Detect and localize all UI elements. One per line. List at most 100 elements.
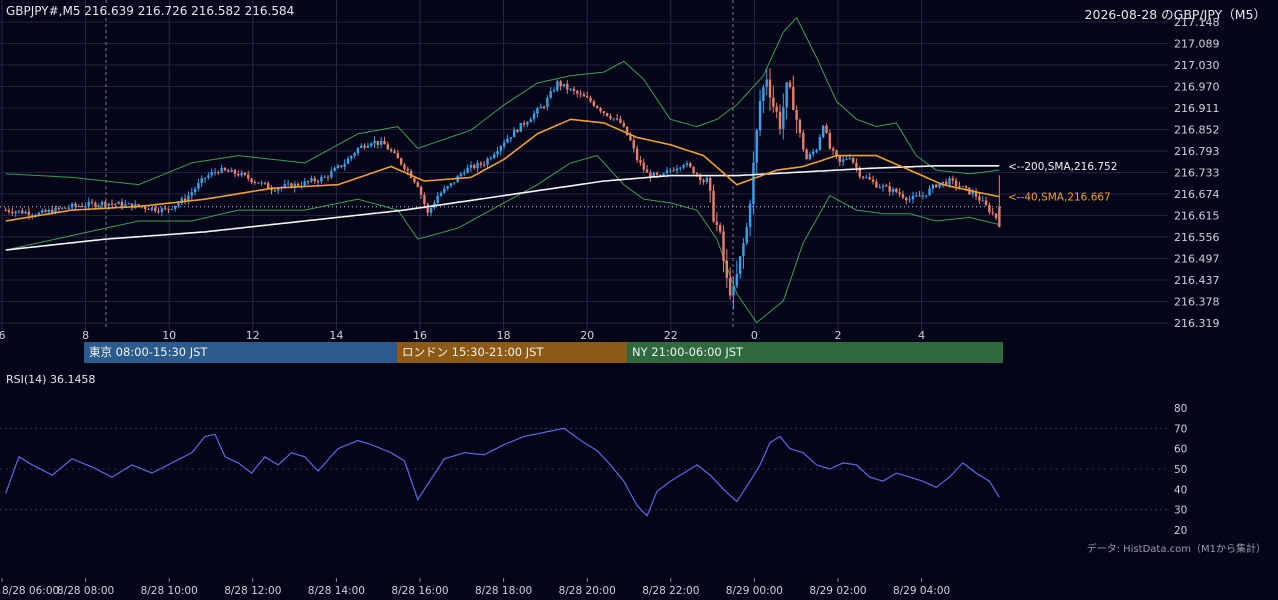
candle-body	[426, 204, 429, 213]
candle	[163, 205, 167, 211]
candle	[845, 156, 848, 161]
candle-body	[964, 186, 968, 188]
candle	[715, 212, 719, 232]
candle	[356, 146, 360, 156]
candle-body	[778, 111, 782, 129]
candle	[446, 185, 449, 191]
rsi-tick-label: 20	[1174, 525, 1187, 537]
candle-body	[679, 167, 682, 169]
candle-body	[499, 146, 503, 152]
price-tick-label: 216.970	[1174, 81, 1220, 94]
price-tick-label: 216.793	[1174, 145, 1220, 158]
candle-body	[263, 182, 267, 184]
candle	[712, 184, 715, 224]
candle-body	[60, 207, 64, 209]
candle-body	[64, 207, 67, 209]
candle-body	[379, 140, 383, 145]
candle-body	[453, 182, 456, 184]
candle	[778, 104, 782, 135]
candle	[592, 99, 596, 108]
candle	[878, 184, 881, 189]
candle	[596, 105, 599, 109]
candle-body	[353, 153, 356, 156]
candle	[426, 202, 429, 217]
candle	[848, 153, 851, 160]
candle-body	[443, 188, 446, 193]
candle-body	[732, 285, 735, 296]
session-ny-bar: NY 21:00-06:00 JST	[627, 342, 1003, 363]
candle-body	[110, 203, 114, 205]
candle-body	[699, 174, 702, 181]
candle-body	[446, 186, 449, 189]
candle-body	[605, 112, 609, 117]
time-tick-label: 22	[664, 329, 678, 342]
sma40-label: <--40,SMA,216.667	[1008, 192, 1111, 204]
candle	[94, 201, 97, 209]
candle-body	[795, 109, 798, 120]
candle	[144, 205, 147, 213]
candle-body	[851, 157, 855, 163]
candle	[383, 136, 386, 145]
candle-body	[682, 165, 685, 168]
candle-body	[988, 205, 991, 213]
candle	[582, 91, 586, 97]
candle	[64, 207, 67, 209]
candle-body	[50, 209, 54, 214]
candle-body	[154, 207, 157, 211]
candle	[835, 149, 838, 159]
candle-body	[871, 179, 875, 182]
candle-body	[888, 186, 891, 192]
candle	[366, 142, 370, 149]
candle-body	[469, 165, 473, 168]
candle-body	[612, 118, 616, 120]
candle	[732, 276, 735, 310]
candle	[675, 164, 679, 174]
candle-body	[502, 142, 506, 147]
candle-body	[276, 188, 280, 191]
candle	[622, 120, 626, 128]
candle-body	[250, 178, 253, 182]
candle	[230, 167, 233, 172]
candle	[403, 163, 406, 172]
price-tick-label: 216.497	[1174, 253, 1220, 266]
candle-body	[306, 181, 310, 183]
candle-body	[253, 181, 257, 183]
candle-body	[247, 174, 250, 179]
rsi-tick-label: 30	[1174, 505, 1187, 517]
candle	[502, 139, 506, 150]
candle-body	[901, 194, 905, 198]
candle-body	[107, 203, 110, 206]
candle	[831, 146, 835, 155]
candle	[280, 185, 283, 192]
candle	[974, 188, 978, 200]
candle-body	[954, 180, 958, 187]
candle-body	[157, 210, 160, 213]
candle	[944, 178, 948, 186]
price-tick-label: 217.148	[1174, 16, 1220, 29]
candle	[692, 166, 695, 175]
candle	[4, 207, 7, 212]
candle-body	[360, 145, 363, 148]
bottom-time-label: 8/28 16:00	[391, 585, 448, 597]
candle	[70, 202, 74, 210]
candle	[87, 197, 90, 211]
candle-body	[150, 207, 154, 210]
candle	[270, 185, 273, 195]
candle-body	[831, 148, 835, 151]
session-london-bar: ロンドン 15:30-21:00 JST	[397, 342, 627, 363]
candle-body	[459, 173, 463, 177]
candle-body	[240, 172, 243, 176]
candle	[217, 170, 220, 175]
candle-body	[177, 203, 180, 206]
candle-body	[705, 177, 709, 182]
candle	[798, 118, 802, 138]
candle	[755, 128, 758, 176]
candle-body	[652, 172, 655, 178]
candle-body	[944, 181, 948, 185]
candle-body	[938, 183, 941, 188]
candle-body	[885, 185, 888, 187]
time-tick-label: 20	[580, 329, 594, 342]
candle-body	[768, 79, 772, 98]
candle-body	[715, 221, 719, 225]
candle	[954, 177, 958, 191]
